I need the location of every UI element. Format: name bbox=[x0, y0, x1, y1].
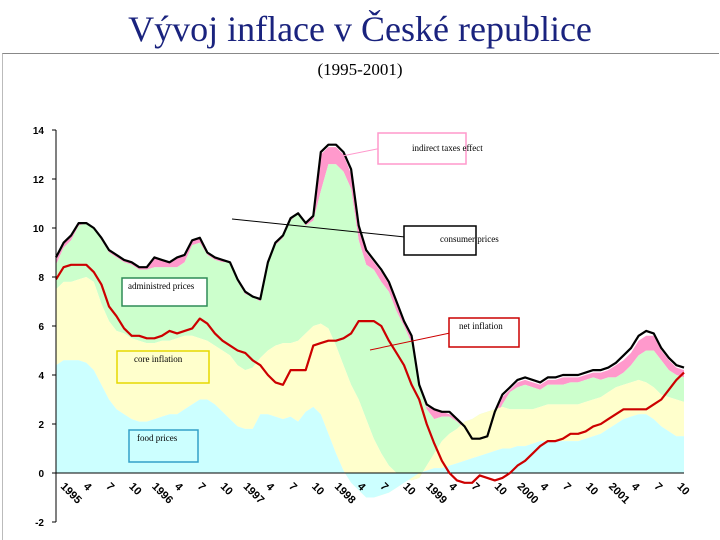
area-administred-prices bbox=[56, 164, 684, 481]
annotation-indirect-taxes-effect: indirect taxes effect bbox=[412, 143, 483, 153]
line-consumer-prices bbox=[55, 143, 685, 440]
x-tick-label: 4 bbox=[537, 481, 550, 494]
annotation-core-inflation: core inflation bbox=[134, 354, 183, 364]
annotation-pointer bbox=[341, 147, 383, 157]
x-tick-label: 10 bbox=[218, 481, 235, 498]
chart-areas bbox=[56, 147, 684, 498]
x-tick-label: 7 bbox=[104, 481, 117, 494]
x-tick-label: 7 bbox=[286, 481, 299, 494]
area-food-prices bbox=[56, 360, 684, 498]
y-tick-label: 2 bbox=[38, 420, 44, 431]
x-tick-label: 4 bbox=[629, 481, 642, 494]
x-tick-label: 7 bbox=[560, 481, 573, 494]
annotation-pointer bbox=[231, 218, 406, 238]
x-tick-label: 10 bbox=[309, 481, 326, 498]
annotation-box-core-inflation bbox=[116, 350, 210, 384]
y-axis: 14 12 10 8 6 4 2 0 -2 bbox=[33, 126, 57, 529]
x-tick-label: 1996 bbox=[149, 481, 175, 507]
x-tick-label: 2001 bbox=[606, 481, 632, 507]
annotation-net-inflation: net inflation bbox=[459, 321, 503, 331]
x-tick-label: 10 bbox=[583, 481, 600, 498]
y-tick-label: 12 bbox=[33, 175, 45, 186]
x-tick-label: 4 bbox=[263, 481, 276, 494]
chart-annotations: indirect taxes effect consumer prices admi… bbox=[116, 132, 520, 463]
y-tick-label: 14 bbox=[33, 126, 45, 137]
x-tick-label: 2000 bbox=[515, 481, 541, 507]
y-tick-label: 6 bbox=[38, 322, 44, 333]
y-tick-label: 8 bbox=[38, 273, 44, 284]
page-title: Vývoj inflace v České republice bbox=[128, 9, 592, 49]
x-tick-label: 1999 bbox=[423, 481, 449, 507]
chart-lines bbox=[55, 143, 685, 484]
x-tick-label: 1997 bbox=[241, 481, 267, 507]
x-tick-label: 10 bbox=[674, 481, 691, 498]
y-tick-label: 0 bbox=[38, 469, 44, 480]
x-tick-label: 10 bbox=[126, 481, 143, 498]
line-net-inflation bbox=[55, 263, 685, 484]
annotation-box-net-inflation bbox=[448, 317, 520, 348]
x-tick-label: 1995 bbox=[58, 481, 84, 507]
x-tick-label: 4 bbox=[446, 481, 459, 494]
y-tick-label: -2 bbox=[35, 518, 44, 529]
x-tick-label: 4 bbox=[81, 481, 94, 494]
annotation-consumer-prices: consumer prices bbox=[440, 234, 499, 244]
chart-frame bbox=[2, 53, 719, 540]
x-tick-label: 4 bbox=[172, 481, 185, 494]
annotation-box-administred-prices bbox=[121, 277, 208, 307]
x-tick-label: 7 bbox=[652, 481, 665, 494]
x-tick-label: 10 bbox=[492, 481, 509, 498]
annotation-box-indirect-taxes-effect bbox=[377, 132, 467, 165]
annotation-box-consumer-prices bbox=[403, 225, 477, 256]
area-core-inflation bbox=[56, 277, 684, 498]
annotation-pointer bbox=[369, 332, 451, 351]
annotation-box-food-prices bbox=[128, 429, 199, 463]
annotation-food-prices: food prices bbox=[137, 433, 178, 443]
y-tick-label: 10 bbox=[33, 224, 45, 235]
chart-subtitle: (1995-2001) bbox=[317, 60, 403, 79]
x-tick-label: 7 bbox=[195, 481, 208, 494]
y-tick-label: 4 bbox=[38, 371, 44, 382]
annotation-administred-prices: administred prices bbox=[128, 281, 195, 291]
